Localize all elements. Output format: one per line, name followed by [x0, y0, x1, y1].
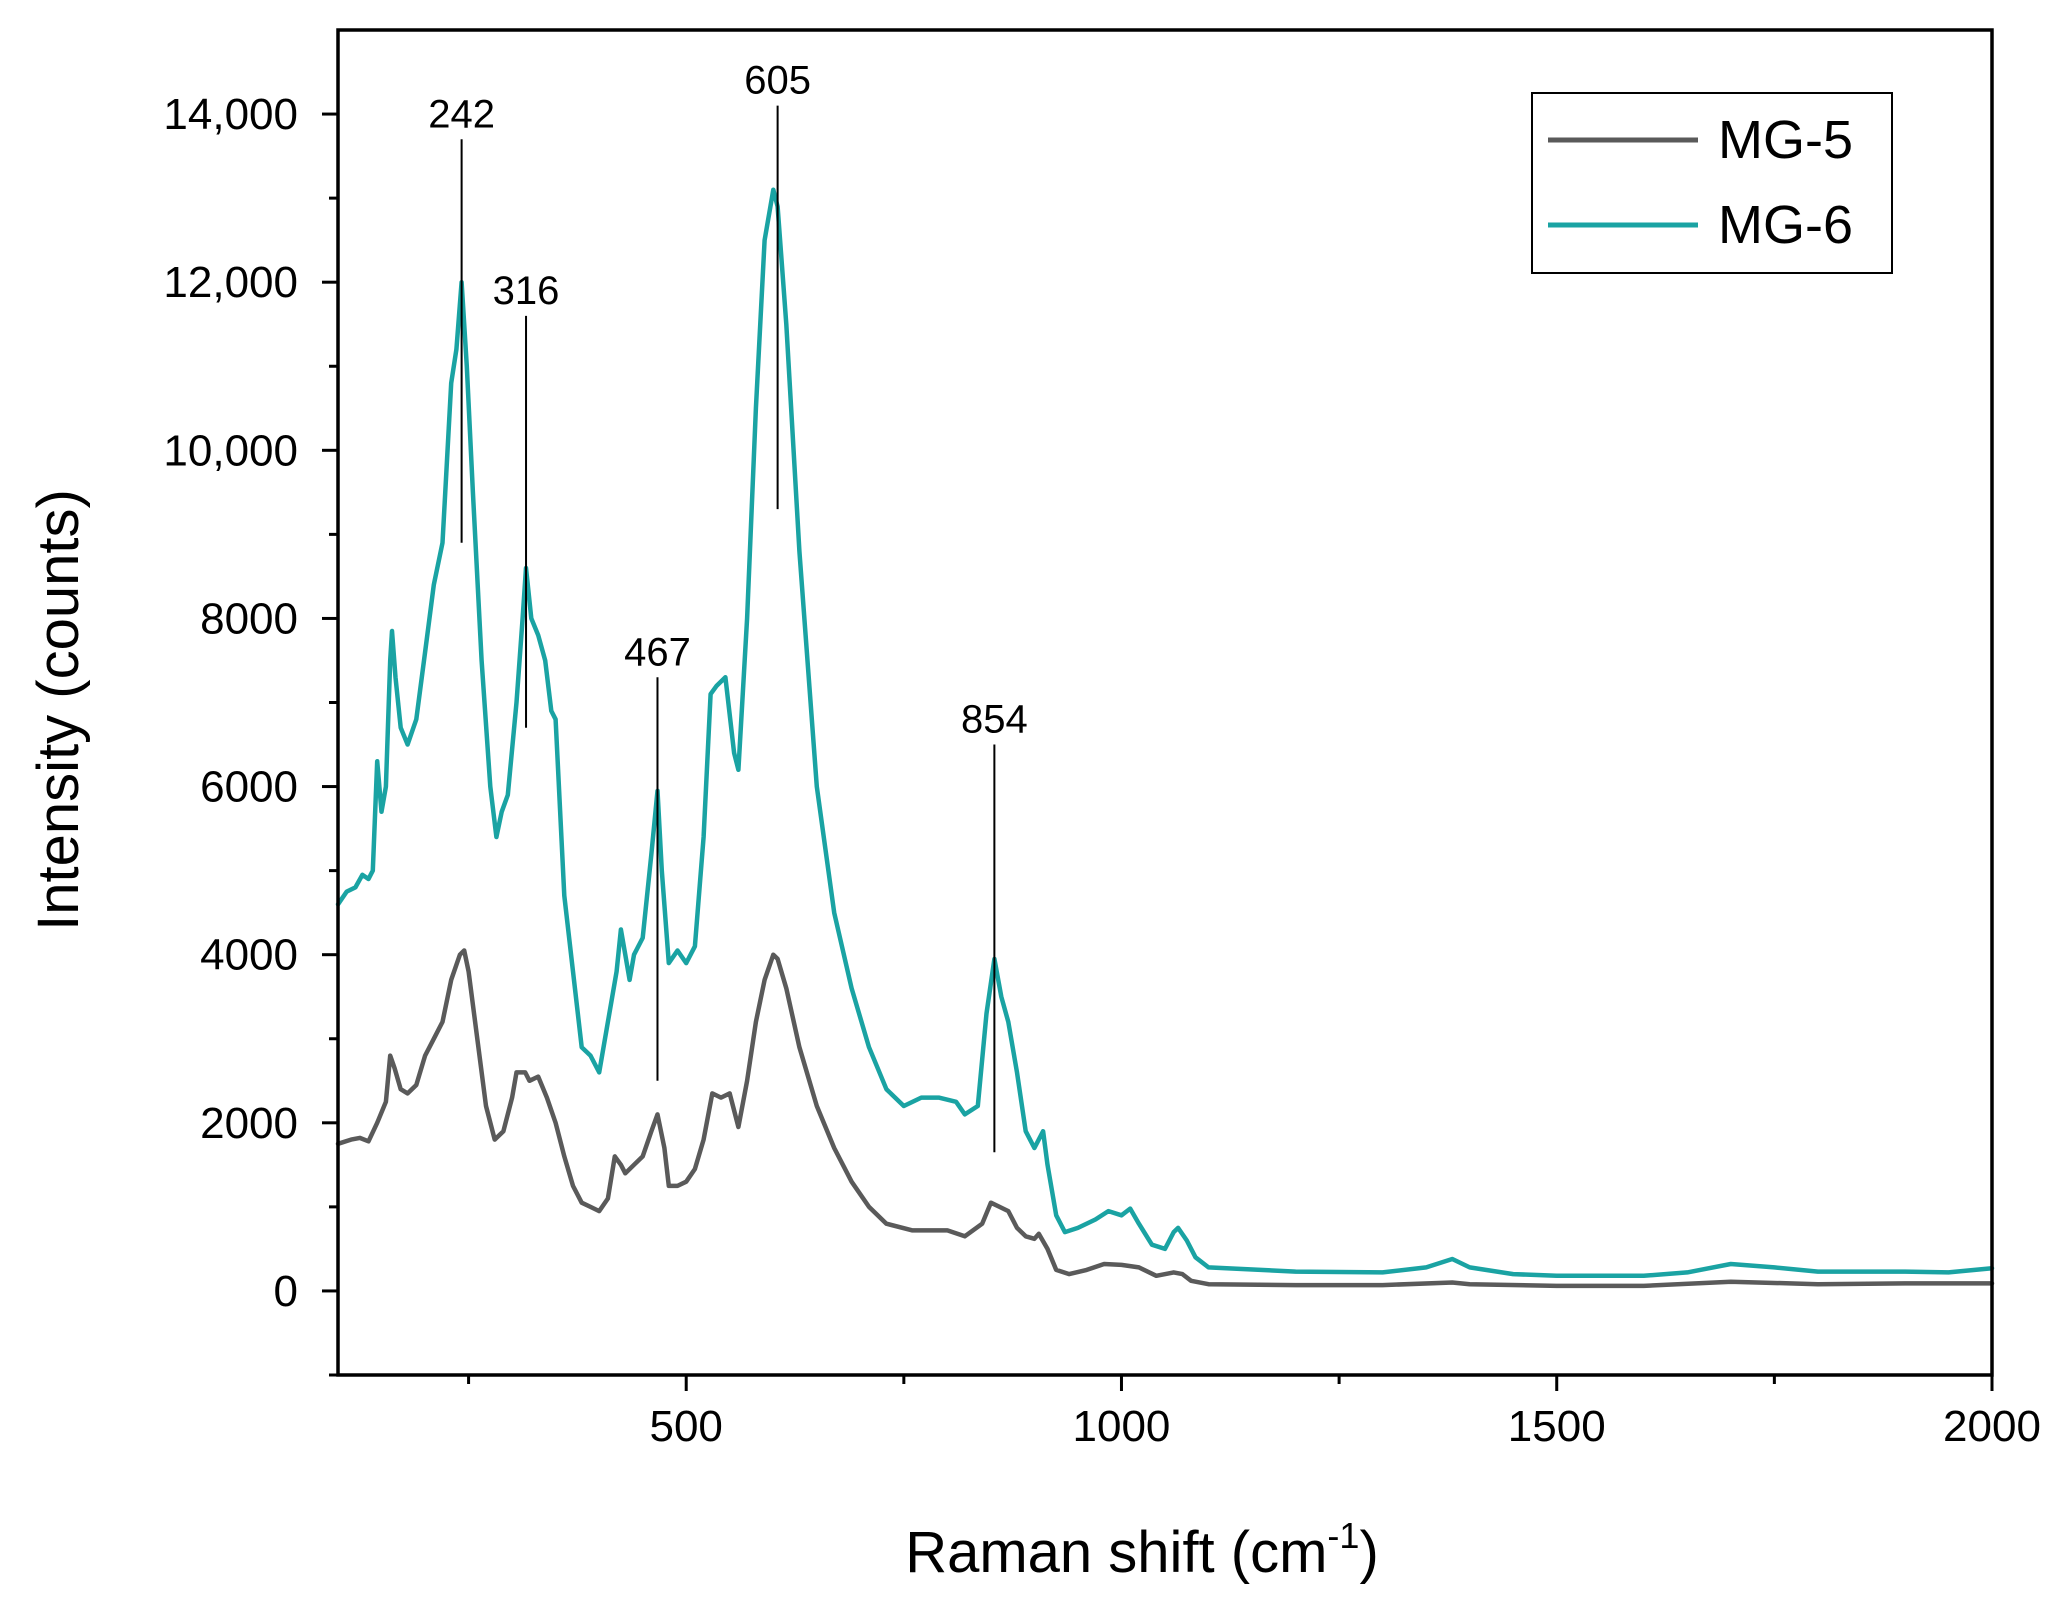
- peak-label-605: 605: [744, 59, 811, 103]
- legend-box: [1531, 92, 1893, 274]
- y-tick-label: 6000: [200, 763, 298, 812]
- x-axis-title-superscript: -1: [1327, 1515, 1359, 1556]
- peak-label-242: 242: [428, 92, 495, 136]
- legend: MG-5 MG-6: [1531, 92, 1893, 274]
- x-tick-label: 2000: [1943, 1402, 2041, 1451]
- peak-label-854: 854: [961, 698, 1028, 742]
- x-tick-label: 500: [649, 1402, 722, 1451]
- series-layer: [335, 187, 1995, 1289]
- annotation-layer: 242 316 467 605 854: [428, 59, 1028, 1153]
- y-tick-label: 14,000: [163, 90, 298, 139]
- series-line-mg-6: [335, 187, 1995, 1279]
- peak-label-316: 316: [493, 269, 560, 313]
- axis-layer: 500 1000 1500 2000 0 2000 4000 6000 8000 10,000 12…: [163, 90, 2041, 1451]
- x-axis-title-end: ): [1359, 1520, 1378, 1585]
- y-tick-label: 12,000: [163, 258, 298, 307]
- y-tick-label: 8000: [200, 594, 298, 643]
- y-tick-label: 10,000: [163, 426, 298, 475]
- legend-label-mg-6: MG-6: [1718, 195, 1853, 255]
- y-tick-label: 2000: [200, 1099, 298, 1148]
- x-axis-title-main: Raman shift (cm: [905, 1520, 1327, 1585]
- legend-label-mg-5: MG-5: [1718, 110, 1853, 170]
- y-tick-label: 4000: [200, 931, 298, 980]
- y-axis-title: Intensity (counts): [26, 489, 91, 931]
- series-line-mg-5: [335, 948, 1995, 1289]
- peak-label-467: 467: [624, 630, 691, 674]
- x-tick-label: 1500: [1508, 1402, 1606, 1451]
- x-axis-title: Raman shift (cm-1): [905, 1515, 1379, 1585]
- y-tick-label: 0: [274, 1267, 298, 1316]
- x-tick-label: 1000: [1073, 1402, 1171, 1451]
